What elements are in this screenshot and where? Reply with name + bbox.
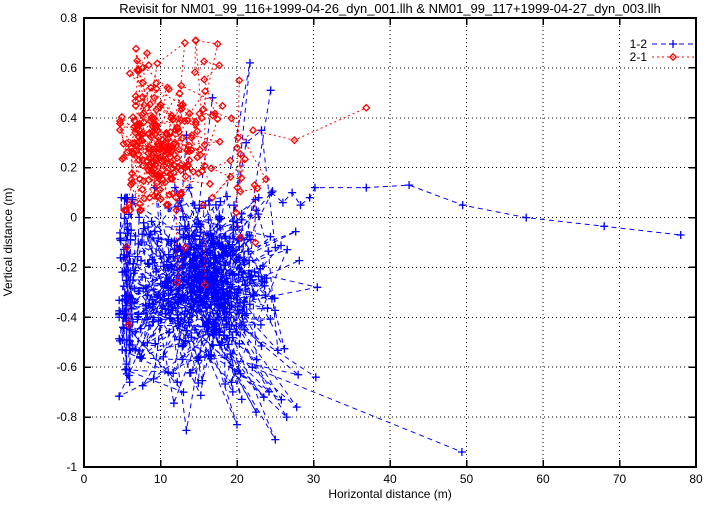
series-2-1-lines bbox=[119, 39, 367, 325]
y-tick-label--0.8: -0.8 bbox=[56, 410, 77, 424]
y-tick-label-0.8: 0.8 bbox=[60, 11, 77, 25]
legend-sample-marker-2-1 bbox=[668, 52, 678, 62]
x-tick-label-40: 40 bbox=[383, 472, 397, 486]
legend-label-1-2: 1-2 bbox=[630, 37, 648, 51]
y-axis-label: Vertical distance (m) bbox=[1, 188, 15, 297]
y-tick-label-0.2: 0.2 bbox=[60, 161, 77, 175]
y-tick-label--0.4: -0.4 bbox=[56, 310, 77, 324]
plot-area: 0 10 20 30 40 50 60 70 80 0.8 0.6 0.4 0.2 0 -0.2 -0.4 -0… bbox=[56, 11, 703, 486]
chart-title: Revisit for NM01_99_116+1999-04-26_dyn_0… bbox=[119, 1, 661, 16]
x-tick-label-20: 20 bbox=[230, 472, 244, 486]
series-1-2 bbox=[115, 58, 685, 456]
x-tick-label-60: 60 bbox=[536, 472, 550, 486]
y-tick-label--1: -1 bbox=[66, 460, 77, 474]
y-tick-label-0.6: 0.6 bbox=[60, 61, 77, 75]
x-tick-label-50: 50 bbox=[460, 472, 474, 486]
legend-sample-marker-1-2 bbox=[669, 40, 677, 48]
x-tick-label-0: 0 bbox=[81, 472, 88, 486]
x-tick-label-30: 30 bbox=[307, 472, 321, 486]
series-2-1 bbox=[115, 36, 371, 329]
x-tick-label-10: 10 bbox=[154, 472, 168, 486]
series-1-2-markers bbox=[115, 58, 685, 456]
y-tick-label-0: 0 bbox=[70, 211, 77, 225]
x-tick-label-70: 70 bbox=[613, 472, 627, 486]
y-tick-label-0.4: 0.4 bbox=[60, 111, 77, 125]
y-tick-label--0.6: -0.6 bbox=[56, 360, 77, 374]
y-tick-label--0.2: -0.2 bbox=[56, 260, 77, 274]
x-tick-label-80: 80 bbox=[689, 472, 703, 486]
x-axis-label: Horizontal distance (m) bbox=[328, 487, 451, 501]
series-2-1-markers bbox=[115, 36, 371, 329]
legend-label-2-1: 2-1 bbox=[630, 50, 648, 64]
